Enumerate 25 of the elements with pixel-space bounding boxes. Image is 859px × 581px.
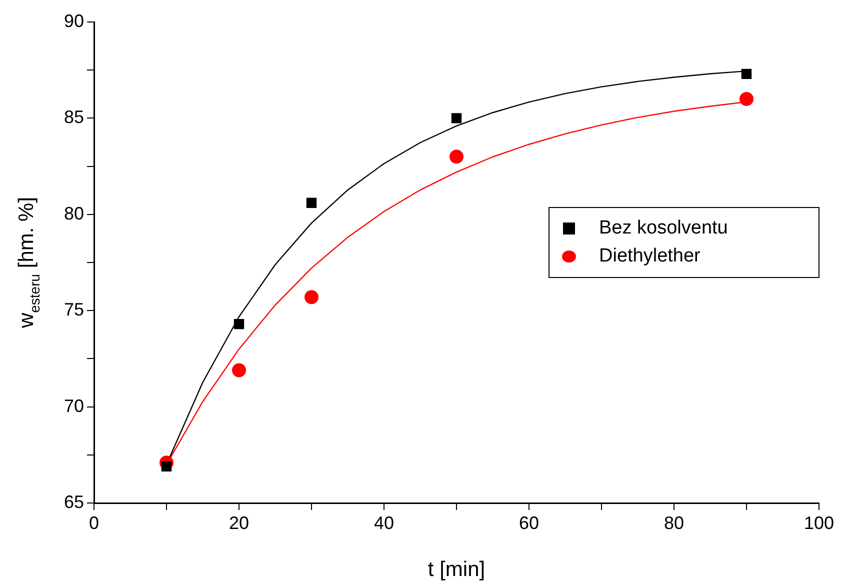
point: [304, 290, 318, 304]
point: [161, 461, 172, 472]
point: [741, 68, 752, 80]
y-axis-title: westeru [hm. %]: [15, 196, 42, 330]
point: [306, 198, 317, 208]
x-tick-label: 80: [664, 512, 684, 533]
point: [234, 318, 244, 330]
point: [740, 92, 754, 106]
y-tick-label: 70: [64, 396, 84, 416]
legend-label: Diethylether: [599, 246, 702, 267]
y-tick-label: 80: [64, 203, 84, 224]
x-tick-label: 40: [374, 512, 394, 533]
point: [450, 150, 464, 164]
legend-label: Bez kosolventu: [599, 218, 728, 239]
x-tick-label: 100: [804, 512, 834, 533]
point: [451, 113, 462, 124]
y-tick-label: 85: [64, 107, 84, 128]
y-tick-label: 90: [64, 10, 84, 31]
y-tick-label: 75: [64, 300, 84, 320]
x-tick-label: 60: [518, 512, 540, 533]
x-axis-title: t [min]: [428, 558, 486, 581]
x-tick-label: 20: [228, 512, 250, 533]
x-tick-label: 0: [88, 512, 100, 533]
y-tick-label: 65: [64, 492, 84, 512]
point: [232, 363, 246, 378]
